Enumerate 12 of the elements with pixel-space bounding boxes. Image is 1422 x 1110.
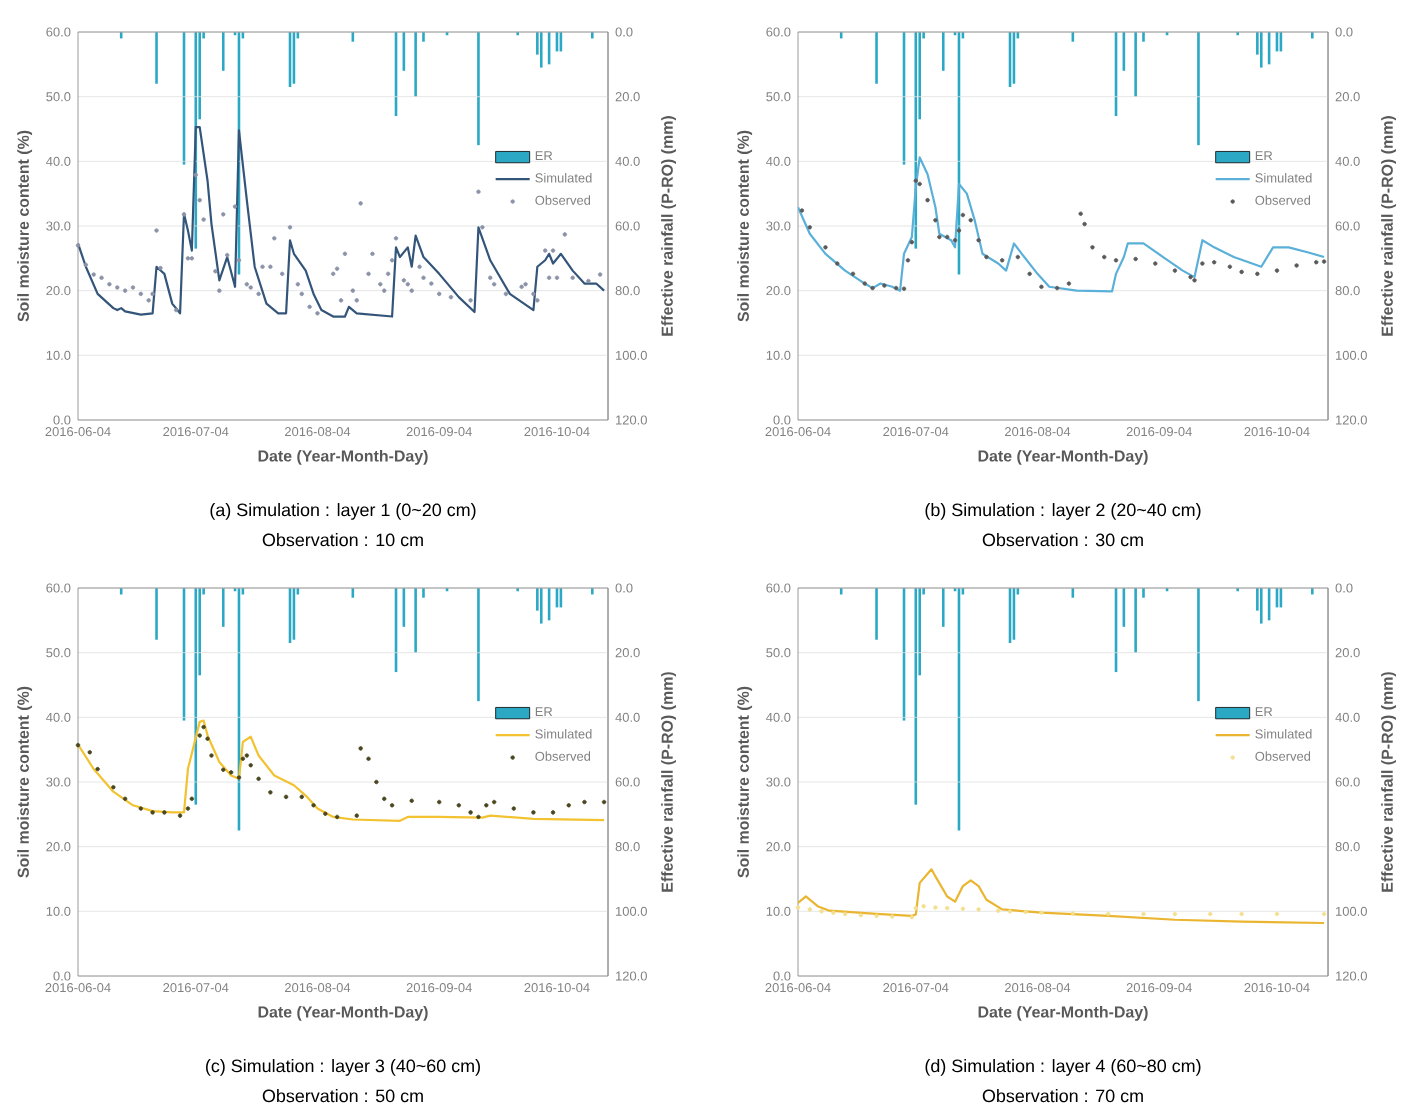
text: Observation : 10 cm [262,533,423,547]
text: Observation : 70 cm [982,1089,1143,1103]
line-series [78,125,606,318]
text: Observation : 30 cm [982,533,1143,547]
text: (a) Simulation : layer 1 (0~20 cm) [210,503,476,520]
text: (b) Simulation : layer 2 (20~40 cm) [925,503,1201,520]
text: Observation : 50 cm [262,1089,423,1103]
text: (d) Simulation : layer 4 (60~80 cm) [925,1059,1201,1076]
line-series [798,156,1326,293]
line-series [798,868,1326,925]
line-series [78,719,606,822]
text: (c) Simulation : layer 3 (40~60 cm) [206,1059,480,1076]
